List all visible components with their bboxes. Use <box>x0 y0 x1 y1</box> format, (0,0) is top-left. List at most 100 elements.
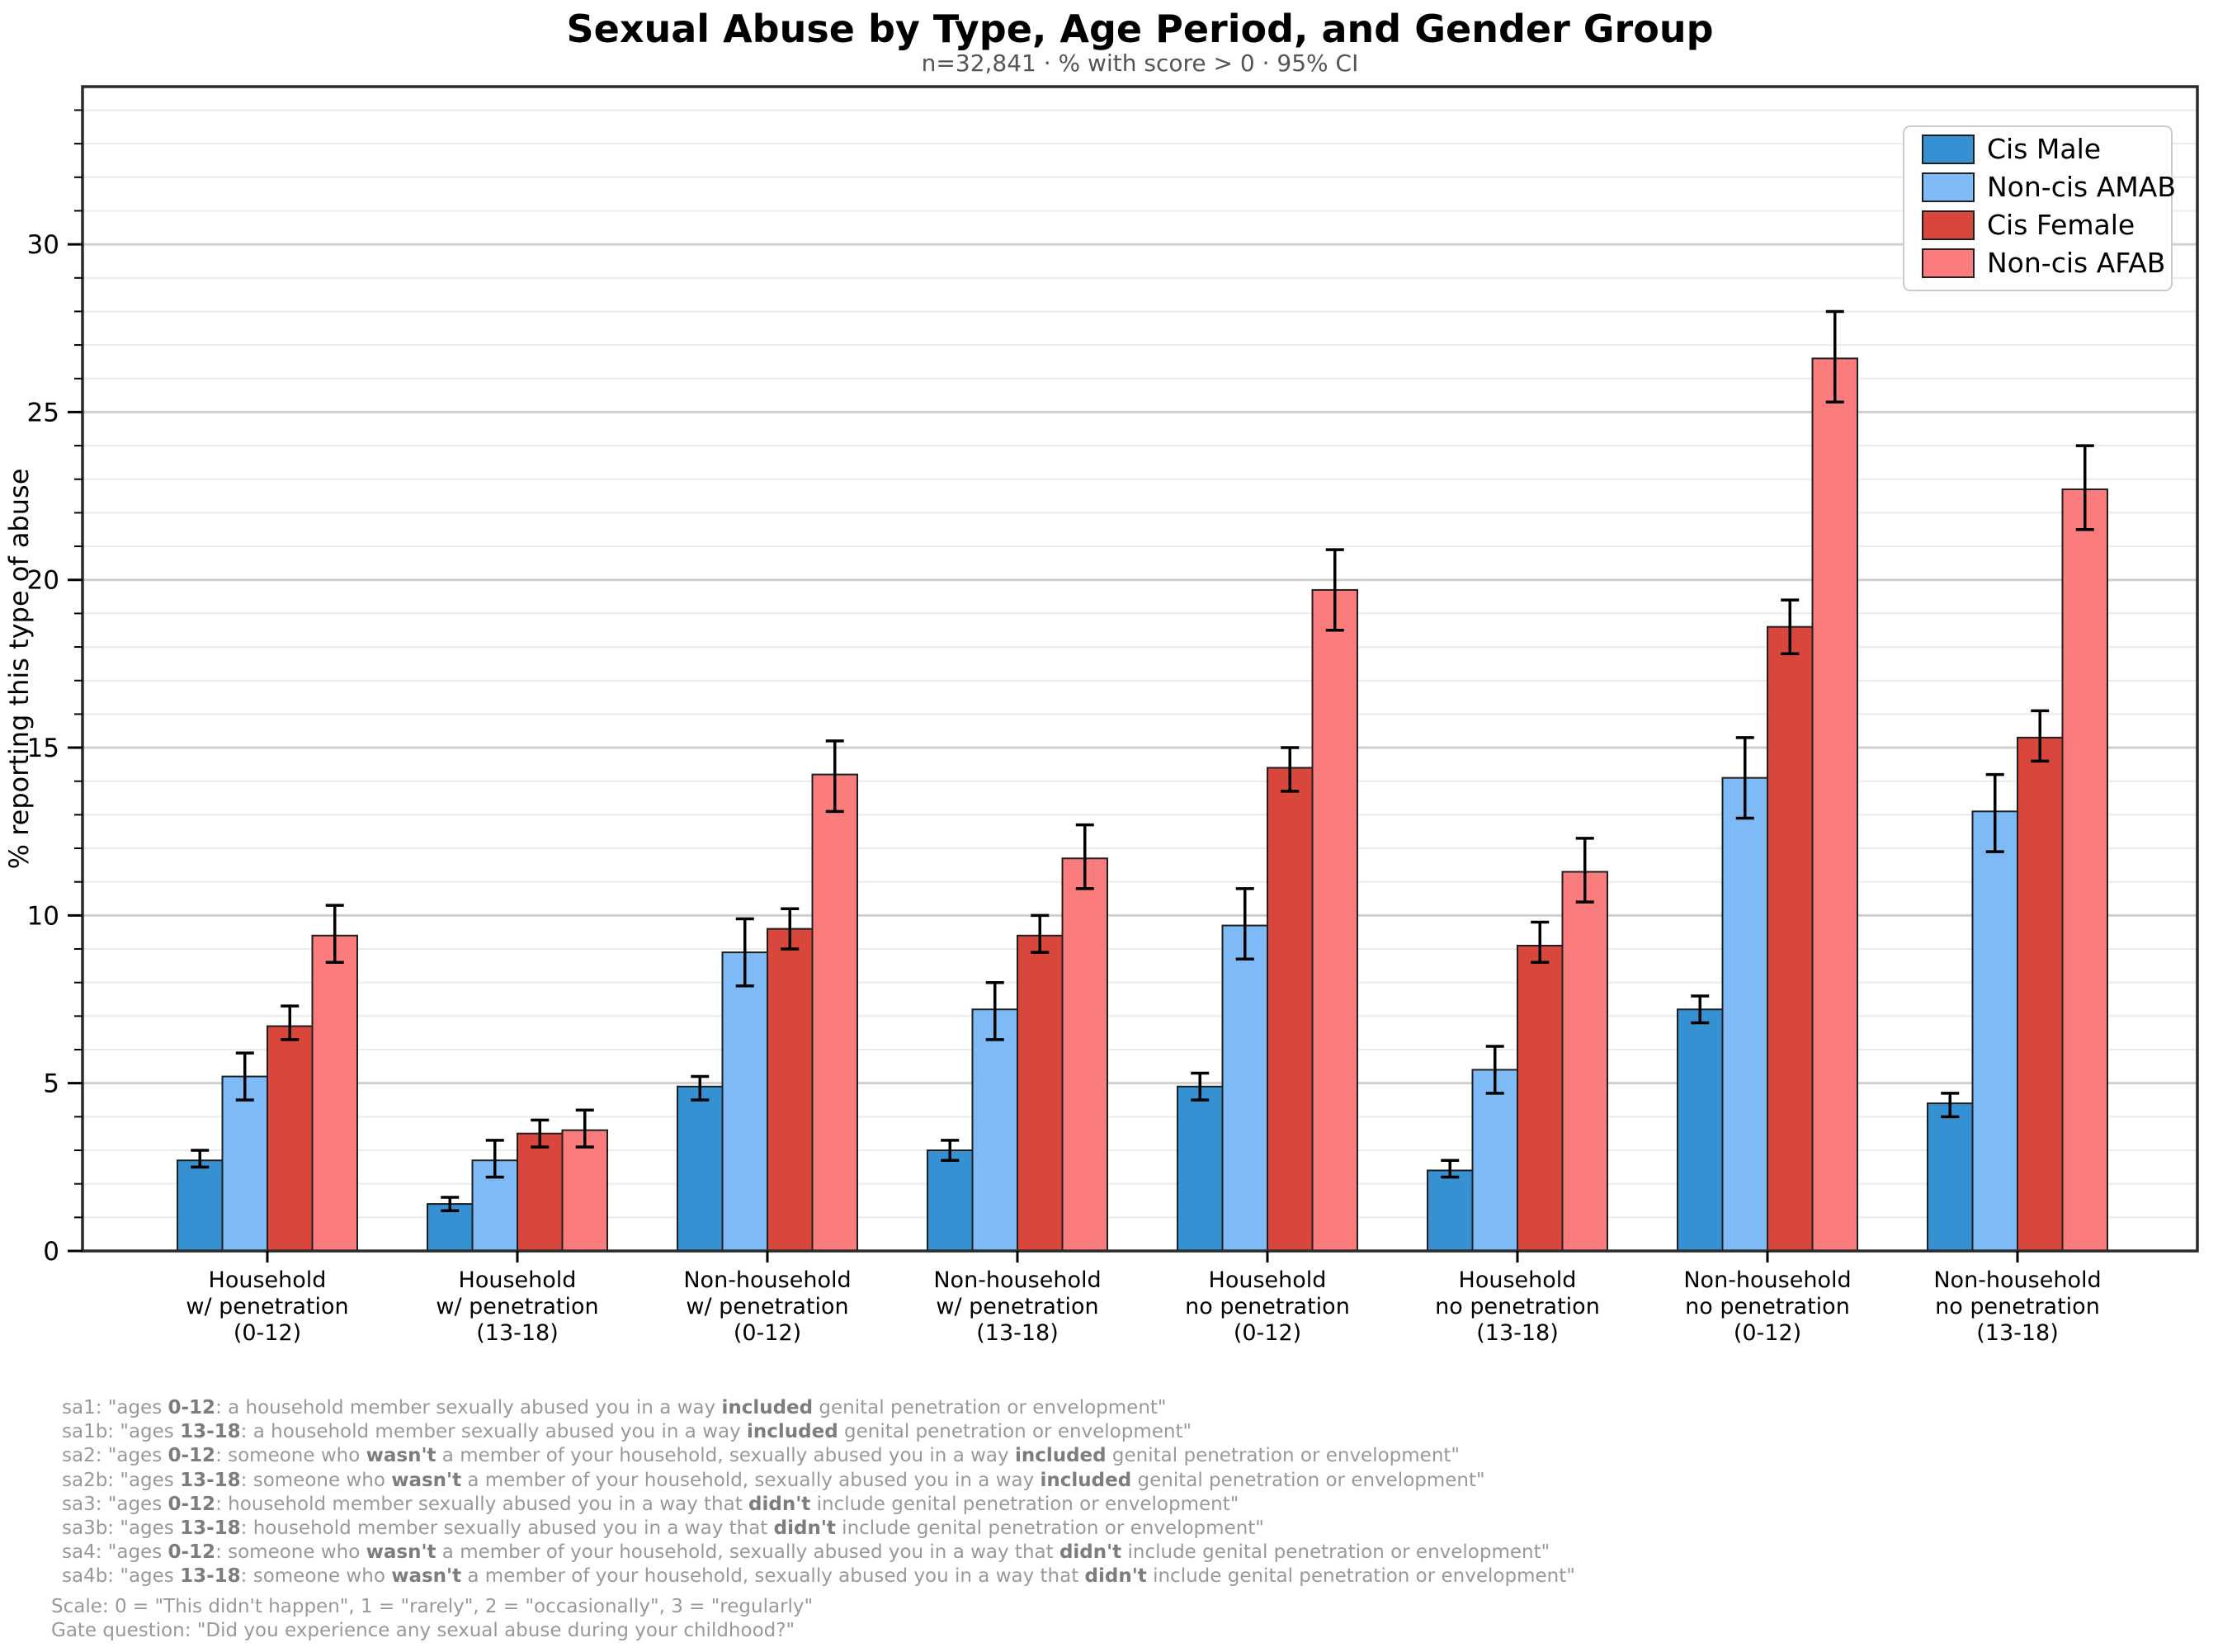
chart-subtitle: n=32,841 · % with score > 0 · 95% CI <box>921 50 1359 77</box>
bar <box>517 1132 564 1253</box>
bar <box>561 1129 608 1253</box>
bar <box>1927 1102 1974 1253</box>
footnote-text: a member of your household, sexually abu… <box>461 1469 1041 1491</box>
y-tick-label: 25 <box>27 398 59 427</box>
x-tick-label: Household no penetration (0-12) <box>1185 1267 1350 1346</box>
footnote-bold-text: included <box>721 1397 814 1418</box>
footnote-text: : household member sexually abused you i… <box>215 1493 749 1515</box>
footnote-text: : a household member sexually abused you… <box>215 1397 722 1418</box>
footnote-text: sa3b: "ages <box>62 1517 181 1540</box>
footnote-text: include genital penetration or envelopme… <box>835 1517 1264 1540</box>
y-tick-label: 15 <box>27 734 59 763</box>
footnote-bold-text: 0-12 <box>168 1397 216 1418</box>
legend-label: Non-cis AMAB <box>1987 171 2176 203</box>
footnote-bold-text: didn't <box>1084 1565 1147 1588</box>
footnote-line-3: sa2b: "ages 13-18: someone who wasn't a … <box>0 1469 2145 1493</box>
footnote-line-4: sa3: "ages 0-12: household member sexual… <box>0 1493 2145 1517</box>
footnote-text: genital penetration or envelopment" <box>838 1421 1192 1443</box>
footnote-bold-text: included <box>1040 1469 1132 1491</box>
bar <box>971 1008 1018 1252</box>
chart-title: Sexual Abuse by Type, Age Period, and Ge… <box>566 7 1714 51</box>
bar <box>267 1025 314 1252</box>
bar <box>1221 924 1268 1252</box>
footnote-text: genital penetration or envelopment" <box>813 1397 1167 1418</box>
legend-swatch-cis-male <box>1922 135 1975 164</box>
y-axis-label: % reporting this type of abuse <box>3 469 35 870</box>
footnote-bold-text: 0-12 <box>168 1493 216 1515</box>
x-tick-label: Non-household no penetration (0-12) <box>1683 1267 1851 1346</box>
footnote-bold-text: didn't <box>773 1517 836 1540</box>
bar <box>1427 1169 1474 1252</box>
bar <box>1721 776 1768 1252</box>
footnote-line-0: sa1: "ages 0-12: a household member sexu… <box>0 1396 2145 1420</box>
footnote-bold-text: 13-18 <box>180 1517 241 1540</box>
bar <box>1811 357 1858 1252</box>
footnote-bold-text: wasn't <box>366 1445 437 1467</box>
bar <box>2061 488 2108 1252</box>
bar <box>221 1075 268 1253</box>
y-tick-label: 20 <box>27 566 59 596</box>
footnote-line-1: sa1b: "ages 13-18: a household member se… <box>0 1420 2145 1444</box>
legend-swatch-non-cis-afab <box>1922 248 1975 278</box>
footnote-bold-text: 0-12 <box>168 1541 216 1564</box>
bar <box>1267 767 1314 1252</box>
bar <box>1767 625 1814 1252</box>
bar <box>311 934 358 1252</box>
footnote-line-5: sa3b: "ages 13-18: household member sexu… <box>0 1517 2145 1541</box>
bar <box>1311 588 1358 1252</box>
footnote-text: : someone who <box>215 1445 366 1467</box>
footnote-bold-text: 0-12 <box>168 1445 216 1467</box>
plot-border <box>81 85 2199 1253</box>
footnote-text: Scale: 0 = "This didn't happen", 1 = "ra… <box>51 1595 814 1617</box>
bar <box>1017 934 1064 1252</box>
footnote-bold-text: didn't <box>1059 1541 1122 1564</box>
bar <box>1177 1085 1224 1253</box>
footnote-text: genital penetration or envelopment" <box>1131 1469 1485 1491</box>
bar <box>811 773 858 1252</box>
footnote-text: sa2b: "ages <box>62 1469 181 1491</box>
footnote-bold-text: didn't <box>748 1493 811 1515</box>
bar <box>1677 1008 1724 1252</box>
x-tick-label: Household w/ penetration (0-12) <box>186 1267 348 1346</box>
bar <box>1561 871 1608 1253</box>
footnote-bold-text: wasn't <box>391 1565 462 1588</box>
legend-label: Non-cis AFAB <box>1987 247 2165 279</box>
footnote-text: Gate question: "Did you experience any s… <box>51 1619 795 1641</box>
legend-swatch-cis-female <box>1922 210 1975 240</box>
footnote-text: genital penetration or envelopment" <box>1106 1445 1460 1467</box>
bar <box>2017 736 2064 1252</box>
footnote-text: include genital penetration or envelopme… <box>1146 1565 1575 1588</box>
x-tick-label: Non-household w/ penetration (0-12) <box>683 1267 851 1346</box>
x-tick-label: Household w/ penetration (13-18) <box>436 1267 598 1346</box>
bar <box>1061 857 1108 1253</box>
footnote-text: : someone who <box>240 1565 392 1588</box>
footnote-text: sa4: "ages <box>62 1541 168 1564</box>
footnote-bold-text: 13-18 <box>180 1469 241 1491</box>
footnote-text: sa3: "ages <box>62 1493 168 1515</box>
footnote-text: sa2: "ages <box>62 1445 168 1467</box>
footnote-text: sa1b: "ages <box>62 1421 181 1443</box>
footnote-bold-text: 13-18 <box>180 1421 241 1443</box>
footnote-line-9: Gate question: "Did you experience any s… <box>0 1619 2145 1643</box>
x-tick-label: Non-household no penetration (13-18) <box>1933 1267 2101 1346</box>
bar <box>1471 1069 1518 1253</box>
bar-chart: 0 5 10 15 20 25 30 Household w/ penetration (0-12… <box>3 85 2199 1346</box>
bar <box>721 951 768 1252</box>
y-tick-label: 5 <box>43 1069 59 1099</box>
y-tick-label: 10 <box>27 901 59 931</box>
footnote-bold-text: wasn't <box>366 1541 437 1564</box>
footnotes-block: sa1: "ages 0-12: a household member sexu… <box>0 1396 2145 1643</box>
y-tick-label: 0 <box>43 1237 59 1267</box>
x-tick-label: Household no penetration (13-18) <box>1435 1267 1600 1346</box>
legend-label: Cis Male <box>1987 133 2101 165</box>
footnote-bold-text: 13-18 <box>180 1565 241 1588</box>
bar <box>677 1085 724 1253</box>
bar <box>767 927 814 1252</box>
footnote-line-7: sa4b: "ages 13-18: someone who wasn't a … <box>0 1565 2145 1588</box>
footnote-text: include genital penetration or envelopme… <box>810 1493 1239 1515</box>
y-tick-label: 30 <box>27 230 59 260</box>
footnote-text: : a household member sexually abused you… <box>240 1421 748 1443</box>
bar <box>1517 944 1564 1252</box>
footnote-text: a member of your household, sexually abu… <box>461 1565 1085 1588</box>
